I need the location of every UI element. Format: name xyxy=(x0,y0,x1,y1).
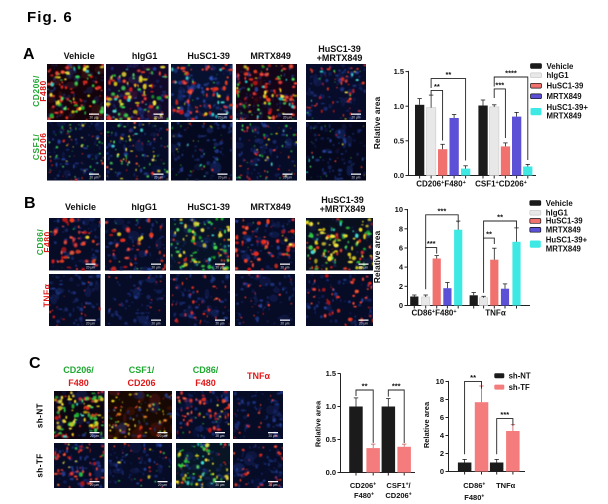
svg-text:6: 6 xyxy=(399,244,403,253)
svg-text:0: 0 xyxy=(440,467,444,476)
svg-text:4: 4 xyxy=(440,431,445,440)
svg-text:MRTX849: MRTX849 xyxy=(546,226,582,235)
svg-text:F480+: F480+ xyxy=(354,491,374,500)
svg-text:4: 4 xyxy=(399,263,404,272)
svg-text:0: 0 xyxy=(399,301,403,310)
svg-text:20 μm: 20 μm xyxy=(218,115,227,119)
svg-text:8: 8 xyxy=(399,224,403,233)
svg-text:6: 6 xyxy=(440,413,444,422)
svg-text:***: *** xyxy=(427,239,436,248)
svg-text:***: *** xyxy=(495,80,504,89)
svg-text:20 μm: 20 μm xyxy=(216,321,225,325)
svg-text:20 μm: 20 μm xyxy=(154,175,163,179)
svg-text:1.0: 1.0 xyxy=(394,102,404,111)
svg-text:CSF1+CD206+: CSF1+CD206+ xyxy=(475,180,527,189)
svg-text:CSF1+/: CSF1+/ xyxy=(386,481,411,490)
svg-text:0.5: 0.5 xyxy=(326,435,336,444)
svg-text:CD86+F480+: CD86+F480+ xyxy=(411,309,456,318)
svg-text:2: 2 xyxy=(399,282,403,291)
svg-text:20 μm: 20 μm xyxy=(158,434,167,438)
svg-text:20 μm: 20 μm xyxy=(216,265,225,269)
svg-text:1.0: 1.0 xyxy=(326,402,336,411)
svg-text:Relative area: Relative area xyxy=(372,231,382,284)
svg-text:20 μm: 20 μm xyxy=(86,265,95,269)
svg-text:10: 10 xyxy=(395,205,403,214)
svg-text:0.5: 0.5 xyxy=(394,136,404,145)
svg-text:HuSC1-39: HuSC1-39 xyxy=(546,217,583,226)
svg-text:Relative area: Relative area xyxy=(372,97,382,150)
svg-text:MRTX849: MRTX849 xyxy=(547,92,583,101)
svg-text:20 μm: 20 μm xyxy=(90,483,99,487)
svg-text:10: 10 xyxy=(436,377,444,386)
svg-text:**: ** xyxy=(445,70,451,79)
svg-text:1.5: 1.5 xyxy=(326,369,336,378)
svg-text:TNFα: TNFα xyxy=(485,309,506,318)
svg-text:hIgG1: hIgG1 xyxy=(547,71,570,80)
svg-text:**: ** xyxy=(497,213,503,222)
svg-text:20 μm: 20 μm xyxy=(215,483,224,487)
svg-text:20 μm: 20 μm xyxy=(269,434,278,438)
svg-text:20 μm: 20 μm xyxy=(352,175,361,179)
svg-text:Relative area: Relative area xyxy=(422,401,431,448)
svg-text:**: ** xyxy=(362,382,368,391)
svg-text:**: ** xyxy=(434,82,440,91)
svg-text:20 μm: 20 μm xyxy=(90,434,99,438)
svg-text:20 μm: 20 μm xyxy=(86,321,95,325)
svg-text:HuSC1-39+: HuSC1-39+ xyxy=(546,235,588,244)
svg-text:hIgG1: hIgG1 xyxy=(546,209,569,218)
svg-text:20 μm: 20 μm xyxy=(218,175,227,179)
svg-text:**: ** xyxy=(486,230,492,239)
svg-text:20 μm: 20 μm xyxy=(283,175,292,179)
svg-text:CD206+F480+: CD206+F480+ xyxy=(416,180,466,189)
svg-text:sh-NT: sh-NT xyxy=(509,372,531,381)
svg-text:2: 2 xyxy=(440,449,444,458)
svg-text:Vehicle: Vehicle xyxy=(546,199,574,208)
svg-text:TNFα: TNFα xyxy=(496,481,516,490)
svg-text:F480+: F480+ xyxy=(464,493,484,502)
svg-text:0.0: 0.0 xyxy=(394,171,404,180)
svg-text:***: *** xyxy=(438,206,447,215)
svg-text:20 μm: 20 μm xyxy=(352,115,361,119)
svg-text:20 μm: 20 μm xyxy=(359,265,368,269)
svg-text:0.0: 0.0 xyxy=(326,468,336,477)
svg-text:20 μm: 20 μm xyxy=(280,321,289,325)
svg-text:****: **** xyxy=(505,69,517,78)
svg-text:20 μm: 20 μm xyxy=(359,321,368,325)
svg-text:20 μm: 20 μm xyxy=(152,321,161,325)
svg-text:MRTX849: MRTX849 xyxy=(547,112,583,121)
svg-text:20 μm: 20 μm xyxy=(280,265,289,269)
svg-text:***: *** xyxy=(500,410,509,419)
svg-text:Relative area: Relative area xyxy=(314,400,323,447)
svg-text:20 μm: 20 μm xyxy=(215,434,224,438)
svg-text:MRTX849: MRTX849 xyxy=(546,244,582,253)
svg-text:***: *** xyxy=(392,382,401,391)
svg-text:20 μm: 20 μm xyxy=(152,265,161,269)
svg-text:Vehicle: Vehicle xyxy=(547,62,575,71)
svg-text:20 μm: 20 μm xyxy=(158,483,167,487)
svg-text:HuSC1-39: HuSC1-39 xyxy=(547,82,584,91)
svg-text:CD206+: CD206+ xyxy=(350,481,376,490)
svg-text:20 μm: 20 μm xyxy=(154,115,163,119)
svg-text:**: ** xyxy=(470,373,476,382)
svg-text:20 μm: 20 μm xyxy=(283,115,292,119)
svg-text:HuSC1-39+: HuSC1-39+ xyxy=(547,103,589,112)
svg-text:CD86+: CD86+ xyxy=(463,481,485,490)
svg-text:1.5: 1.5 xyxy=(394,67,404,76)
svg-text:CD206+: CD206+ xyxy=(385,491,411,500)
svg-text:20 μm: 20 μm xyxy=(89,175,98,179)
svg-text:sh-TF: sh-TF xyxy=(509,383,530,392)
svg-text:8: 8 xyxy=(440,395,444,404)
svg-text:20 μm: 20 μm xyxy=(269,483,278,487)
svg-text:20 μm: 20 μm xyxy=(89,115,98,119)
